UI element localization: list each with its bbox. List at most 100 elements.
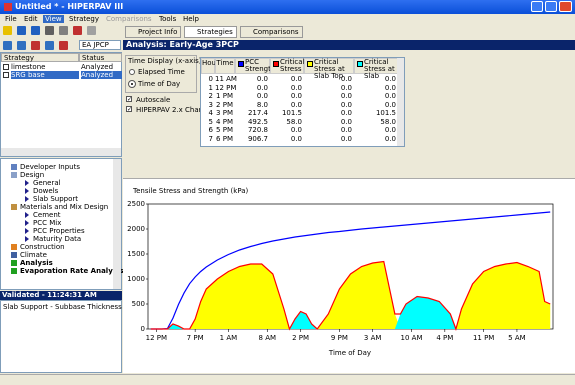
tab[interactable]: Project Info (125, 26, 182, 38)
radio-button-selected[interactable] (128, 80, 136, 88)
table-cell: 0.0 (340, 75, 352, 83)
menu-item[interactable]: View (43, 15, 64, 23)
scrollbar[interactable] (1, 148, 121, 156)
tree-node[interactable]: Design (20, 171, 45, 179)
checkbox[interactable] (3, 72, 9, 78)
strategy-cell[interactable]: Analyzed (81, 63, 114, 71)
table-cell: 0.0 (290, 83, 302, 92)
tree-node[interactable]: Cement (33, 211, 61, 219)
menu-item[interactable]: Comparisons (106, 15, 152, 23)
table-cell: 0.0 (290, 92, 302, 100)
tree-node[interactable]: PCC Properties (33, 227, 85, 235)
toolbar-button[interactable] (3, 26, 12, 35)
menu-item[interactable]: Strategy (69, 15, 99, 23)
menu-item[interactable]: File (5, 15, 17, 23)
tree-node[interactable]: Maturity Data (33, 235, 82, 243)
tree-node[interactable]: Materials and Mix Design (20, 203, 109, 211)
toolbar-button[interactable] (31, 41, 40, 50)
chart-panel: Tensile Stress and Strength (kPa) Time o… (123, 178, 575, 373)
menu-item[interactable]: Tools (159, 15, 177, 23)
tree-node[interactable]: Developer Inputs (20, 163, 80, 171)
table-cell: 0.0 (340, 126, 352, 134)
chart-title: Tensile Stress and Strength (kPa) (132, 187, 249, 195)
table-cell: 0.0 (384, 100, 396, 109)
input-tree: Developer Inputs Design General Dowels Slab … (0, 158, 124, 290)
toolbar-button[interactable] (17, 41, 26, 50)
legend-label: Critical Stress at Slab (364, 58, 395, 80)
table-cell: 0.0 (384, 134, 396, 143)
radio-label: Elapsed Time (138, 68, 185, 76)
legend-header: Critical Stress (270, 58, 304, 74)
strategy-cell[interactable]: SRG base (11, 71, 79, 79)
table-cell: 0.0 (384, 83, 396, 92)
maximize-button[interactable] (545, 1, 557, 12)
toolbar-button[interactable] (3, 41, 12, 50)
menu-item[interactable]: Help (183, 15, 199, 23)
table-cell: 906.7 (247, 134, 268, 143)
toolbar-button[interactable] (45, 26, 54, 35)
legend-header: PCC Strength (235, 58, 275, 74)
tree-node[interactable]: PCC Mix (33, 219, 62, 227)
tree-node[interactable]: General (33, 179, 61, 187)
tree-arrow (25, 188, 29, 194)
y-tick-label: 2000 (127, 225, 145, 233)
dropdown-value: EA JPCP (82, 41, 109, 49)
checkbox-label: Autoscale (136, 96, 171, 104)
y-tick-label: 500 (132, 300, 145, 308)
strategy-cell[interactable]: Analyzed (81, 71, 122, 79)
tree-node[interactable]: Evaporation Rate Analysis (20, 267, 124, 275)
table-cell: 0.0 (256, 92, 268, 100)
toolbar-button[interactable] (87, 26, 96, 35)
tree-icon (11, 268, 17, 274)
legend-swatch (357, 61, 363, 67)
strategy-cell[interactable]: limestone (11, 63, 46, 71)
menu-item[interactable]: Edit (24, 15, 38, 23)
tree-node[interactable]: Dowels (33, 187, 59, 195)
tab[interactable]: Comparisons (240, 26, 303, 38)
checkbox[interactable]: ✓ (126, 106, 133, 113)
app-icon (4, 3, 12, 11)
strategy-type-dropdown[interactable]: EA JPCP (79, 40, 121, 50)
x-tick-label: 11 PM (473, 334, 494, 342)
scrollbar[interactable] (113, 159, 121, 289)
minimize-button[interactable] (531, 1, 543, 12)
column-header: Hour (201, 58, 219, 74)
toolbar-button[interactable] (73, 26, 82, 35)
table-cell: 0.0 (384, 75, 396, 83)
table-cell: 0.0 (384, 92, 396, 100)
table-cell: 0.0 (340, 83, 352, 92)
tree-icon (11, 204, 17, 210)
tree-icon (11, 172, 17, 178)
y-tick-label: 2500 (127, 200, 145, 208)
x-tick-label: 7 PM (187, 334, 204, 342)
toolbar-button[interactable] (17, 26, 26, 35)
tree-node[interactable]: Slab Support (33, 195, 79, 203)
tree-node[interactable]: Climate (20, 251, 47, 259)
legend-header: Critical Stress at Slab Top (304, 58, 354, 80)
scrollbar[interactable] (397, 58, 404, 146)
tree-node[interactable]: Analysis (20, 259, 53, 267)
x-tick-label: 2 PM (292, 334, 309, 342)
toolbar-button[interactable] (45, 41, 54, 50)
toolbar-button[interactable] (59, 41, 68, 50)
menu-bar: File Edit View Strategy Comparisons Tools Help (0, 14, 575, 24)
table-cell: 8.0 (256, 100, 268, 109)
x-tick-label: 3 AM (364, 334, 382, 342)
table-cell: 217.4 (247, 109, 268, 117)
checkbox[interactable]: ✓ (126, 96, 133, 103)
toolbar (0, 25, 122, 37)
title-bar: Untitled * - HIPERPAV III (0, 0, 575, 14)
chart: Tensile Stress and Strength (kPa) Time o… (127, 187, 554, 357)
toolbar-button[interactable] (59, 26, 68, 35)
tab[interactable]: Strategies (184, 26, 237, 38)
toolbar-button[interactable] (31, 26, 40, 35)
table-cell: 3 (208, 100, 213, 109)
tree-node[interactable]: Construction (20, 243, 65, 251)
legend-swatch (307, 61, 313, 67)
table-cell: 4 PM (216, 117, 233, 126)
checkbox[interactable] (3, 64, 9, 70)
close-button[interactable] (559, 1, 572, 12)
table-cell: 3 PM (216, 109, 233, 117)
radio-button[interactable] (129, 69, 135, 75)
legend-swatch (273, 61, 279, 67)
